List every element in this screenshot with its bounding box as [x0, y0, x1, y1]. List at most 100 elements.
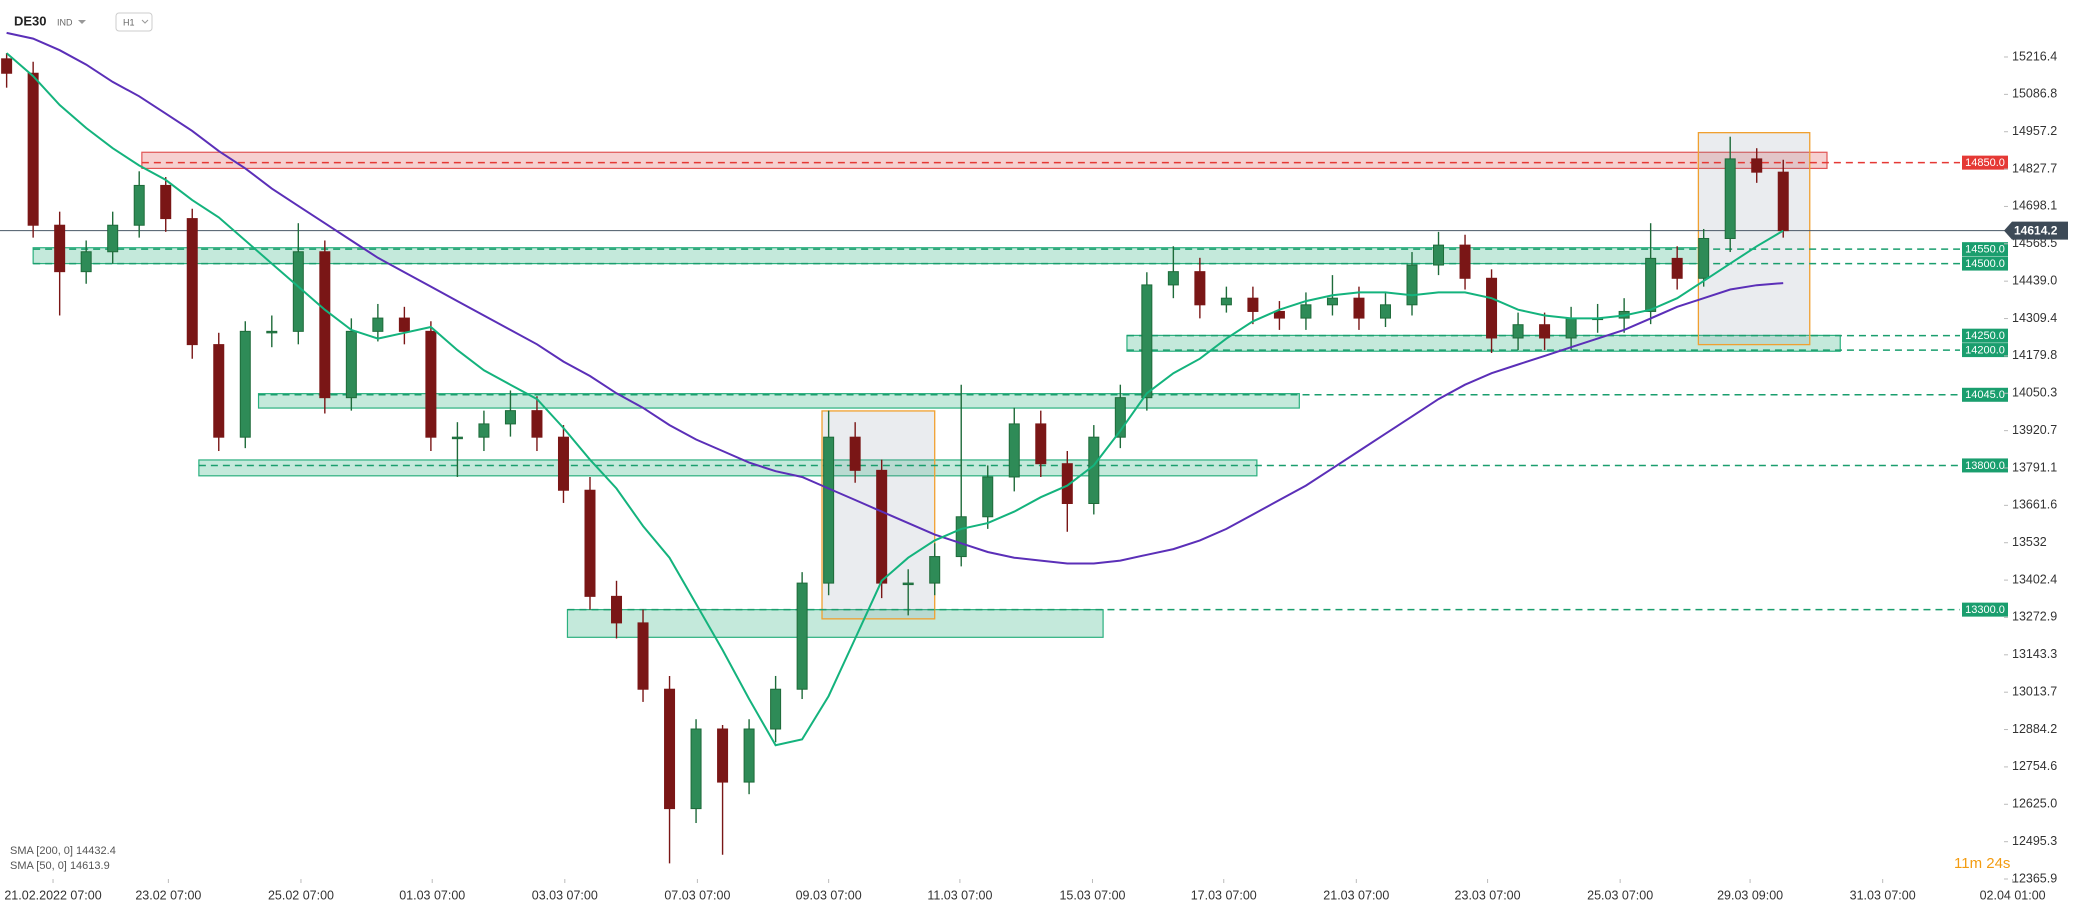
timeframe-button[interactable]	[115, 12, 153, 32]
zone	[141, 151, 1828, 170]
candle-body	[1273, 310, 1285, 319]
candle-body	[1512, 324, 1524, 339]
candle-body	[133, 184, 145, 226]
sma-line	[6, 31, 1784, 565]
candle-body	[372, 317, 384, 332]
y-tick-label: 12625.0	[2012, 797, 2057, 811]
candle-body	[1671, 257, 1683, 279]
candle-body	[1645, 257, 1657, 312]
candle-body	[557, 436, 569, 491]
candle-body	[1141, 284, 1153, 399]
market: IND	[57, 17, 73, 27]
x-tick-label: 25.02 07:00	[268, 888, 334, 902]
candle-body	[982, 476, 994, 518]
level-label-box	[1962, 458, 2008, 473]
y-tick-label: 12754.6	[2012, 759, 2057, 773]
candle-body	[398, 317, 410, 332]
candle-body	[107, 224, 119, 253]
candle-body	[1247, 297, 1259, 312]
y-tick-label: 14827.7	[2012, 161, 2057, 175]
y-tick-label: 13920.7	[2012, 423, 2057, 437]
candle-body	[54, 224, 66, 273]
level-label: 14500.0	[1965, 258, 2005, 270]
level-label: 14850.0	[1965, 157, 2005, 169]
plot: 14850.0 14550.0 14500.0 14250.0 14200.0 14045…	[0, 31, 2068, 902]
x-tick-label: 25.03 07:00	[1587, 888, 1653, 902]
candle-body	[929, 556, 941, 584]
candle-body	[1406, 264, 1418, 306]
candle-body	[531, 410, 543, 438]
zone	[257, 393, 1300, 409]
legend-entry[interactable]: SMA [50, 0] 14613.9	[10, 860, 110, 872]
y-tick-label: 13791.1	[2012, 460, 2057, 474]
timeframe: H1	[123, 17, 135, 27]
candle-body	[186, 218, 198, 346]
y-tick-label: 13402.4	[2012, 572, 2057, 586]
y-tick-label: 12495.3	[2012, 834, 2057, 848]
level-label: 13300.0	[1965, 604, 2005, 616]
zone	[1126, 334, 1841, 352]
candle-body	[743, 728, 755, 783]
legend-entry[interactable]: SMA [200, 0] 14432.4	[10, 845, 116, 857]
sma-line	[5, 52, 1784, 747]
candle-body	[1008, 423, 1020, 478]
candle-body	[1326, 297, 1338, 306]
candle-body	[1777, 171, 1789, 232]
y-tick-label: 14957.2	[2012, 124, 2057, 138]
y-tick-label: 13143.3	[2012, 647, 2057, 661]
candle-body	[1220, 297, 1232, 306]
level-label-box	[1962, 343, 2008, 358]
level-label-box	[1962, 256, 2008, 271]
y-tick-label: 12365.9	[2012, 871, 2057, 885]
y-tick-label: 14179.8	[2012, 348, 2057, 362]
candle-body	[1194, 271, 1206, 306]
current-price-label: 14614.2	[2014, 223, 2058, 237]
candle-body	[664, 688, 676, 810]
x-tick-label: 11.03 07:00	[927, 888, 992, 902]
candle-body	[1353, 297, 1365, 319]
candle-body	[1300, 304, 1312, 319]
y-tick-label: 14698.1	[2012, 199, 2057, 213]
candle-body	[717, 728, 729, 783]
dropdown-icon[interactable]	[78, 20, 86, 24]
candle-body	[1114, 397, 1126, 438]
x-tick-label: 21.02.2022 07:00	[4, 888, 101, 902]
x-tick-label: 23.02 07:00	[135, 888, 201, 902]
candle-body	[1088, 436, 1100, 505]
level-label-box	[1962, 155, 2008, 170]
candle-body	[1167, 271, 1179, 286]
y-tick-label: 13272.9	[2012, 610, 2057, 624]
x-tick-label: 17.03 07:00	[1191, 888, 1257, 902]
x-tick-label: 09.03 07:00	[796, 888, 862, 902]
legend-value: 14432.4	[76, 845, 116, 857]
candle-body	[849, 436, 861, 471]
y-tick-label: 12884.2	[2012, 722, 2057, 736]
candle-body	[955, 516, 967, 558]
legend-name: SMA [200, 0]	[10, 845, 73, 857]
candle-body	[1379, 304, 1391, 319]
candle-body	[292, 251, 304, 332]
candle-body	[504, 410, 516, 425]
candle-body	[770, 688, 782, 730]
x-tick-label: 07.03 07:00	[664, 888, 730, 902]
candle-body	[478, 423, 490, 438]
candle-body	[1459, 244, 1471, 279]
zone	[32, 247, 1705, 265]
candle-body	[1698, 237, 1710, 279]
y-tick-label: 13661.6	[2012, 498, 2057, 512]
x-tick-label: 29.03 09:00	[1717, 888, 1783, 902]
y-tick-label: 13532	[2012, 535, 2047, 549]
candle-body	[1724, 158, 1736, 239]
x-tick-label: 23.03 07:00	[1455, 888, 1521, 902]
y-tick-label: 14050.3	[2012, 386, 2057, 400]
instrument[interactable]: DE30	[14, 13, 47, 28]
dropdown-icon	[141, 19, 149, 24]
candle-body	[1061, 463, 1073, 505]
candle-body	[425, 330, 437, 438]
candle-body	[1751, 158, 1763, 173]
candle-body	[451, 436, 463, 440]
timer: 11m 24s	[1954, 855, 2010, 872]
y-tick-label: 14439.0	[2012, 273, 2057, 287]
